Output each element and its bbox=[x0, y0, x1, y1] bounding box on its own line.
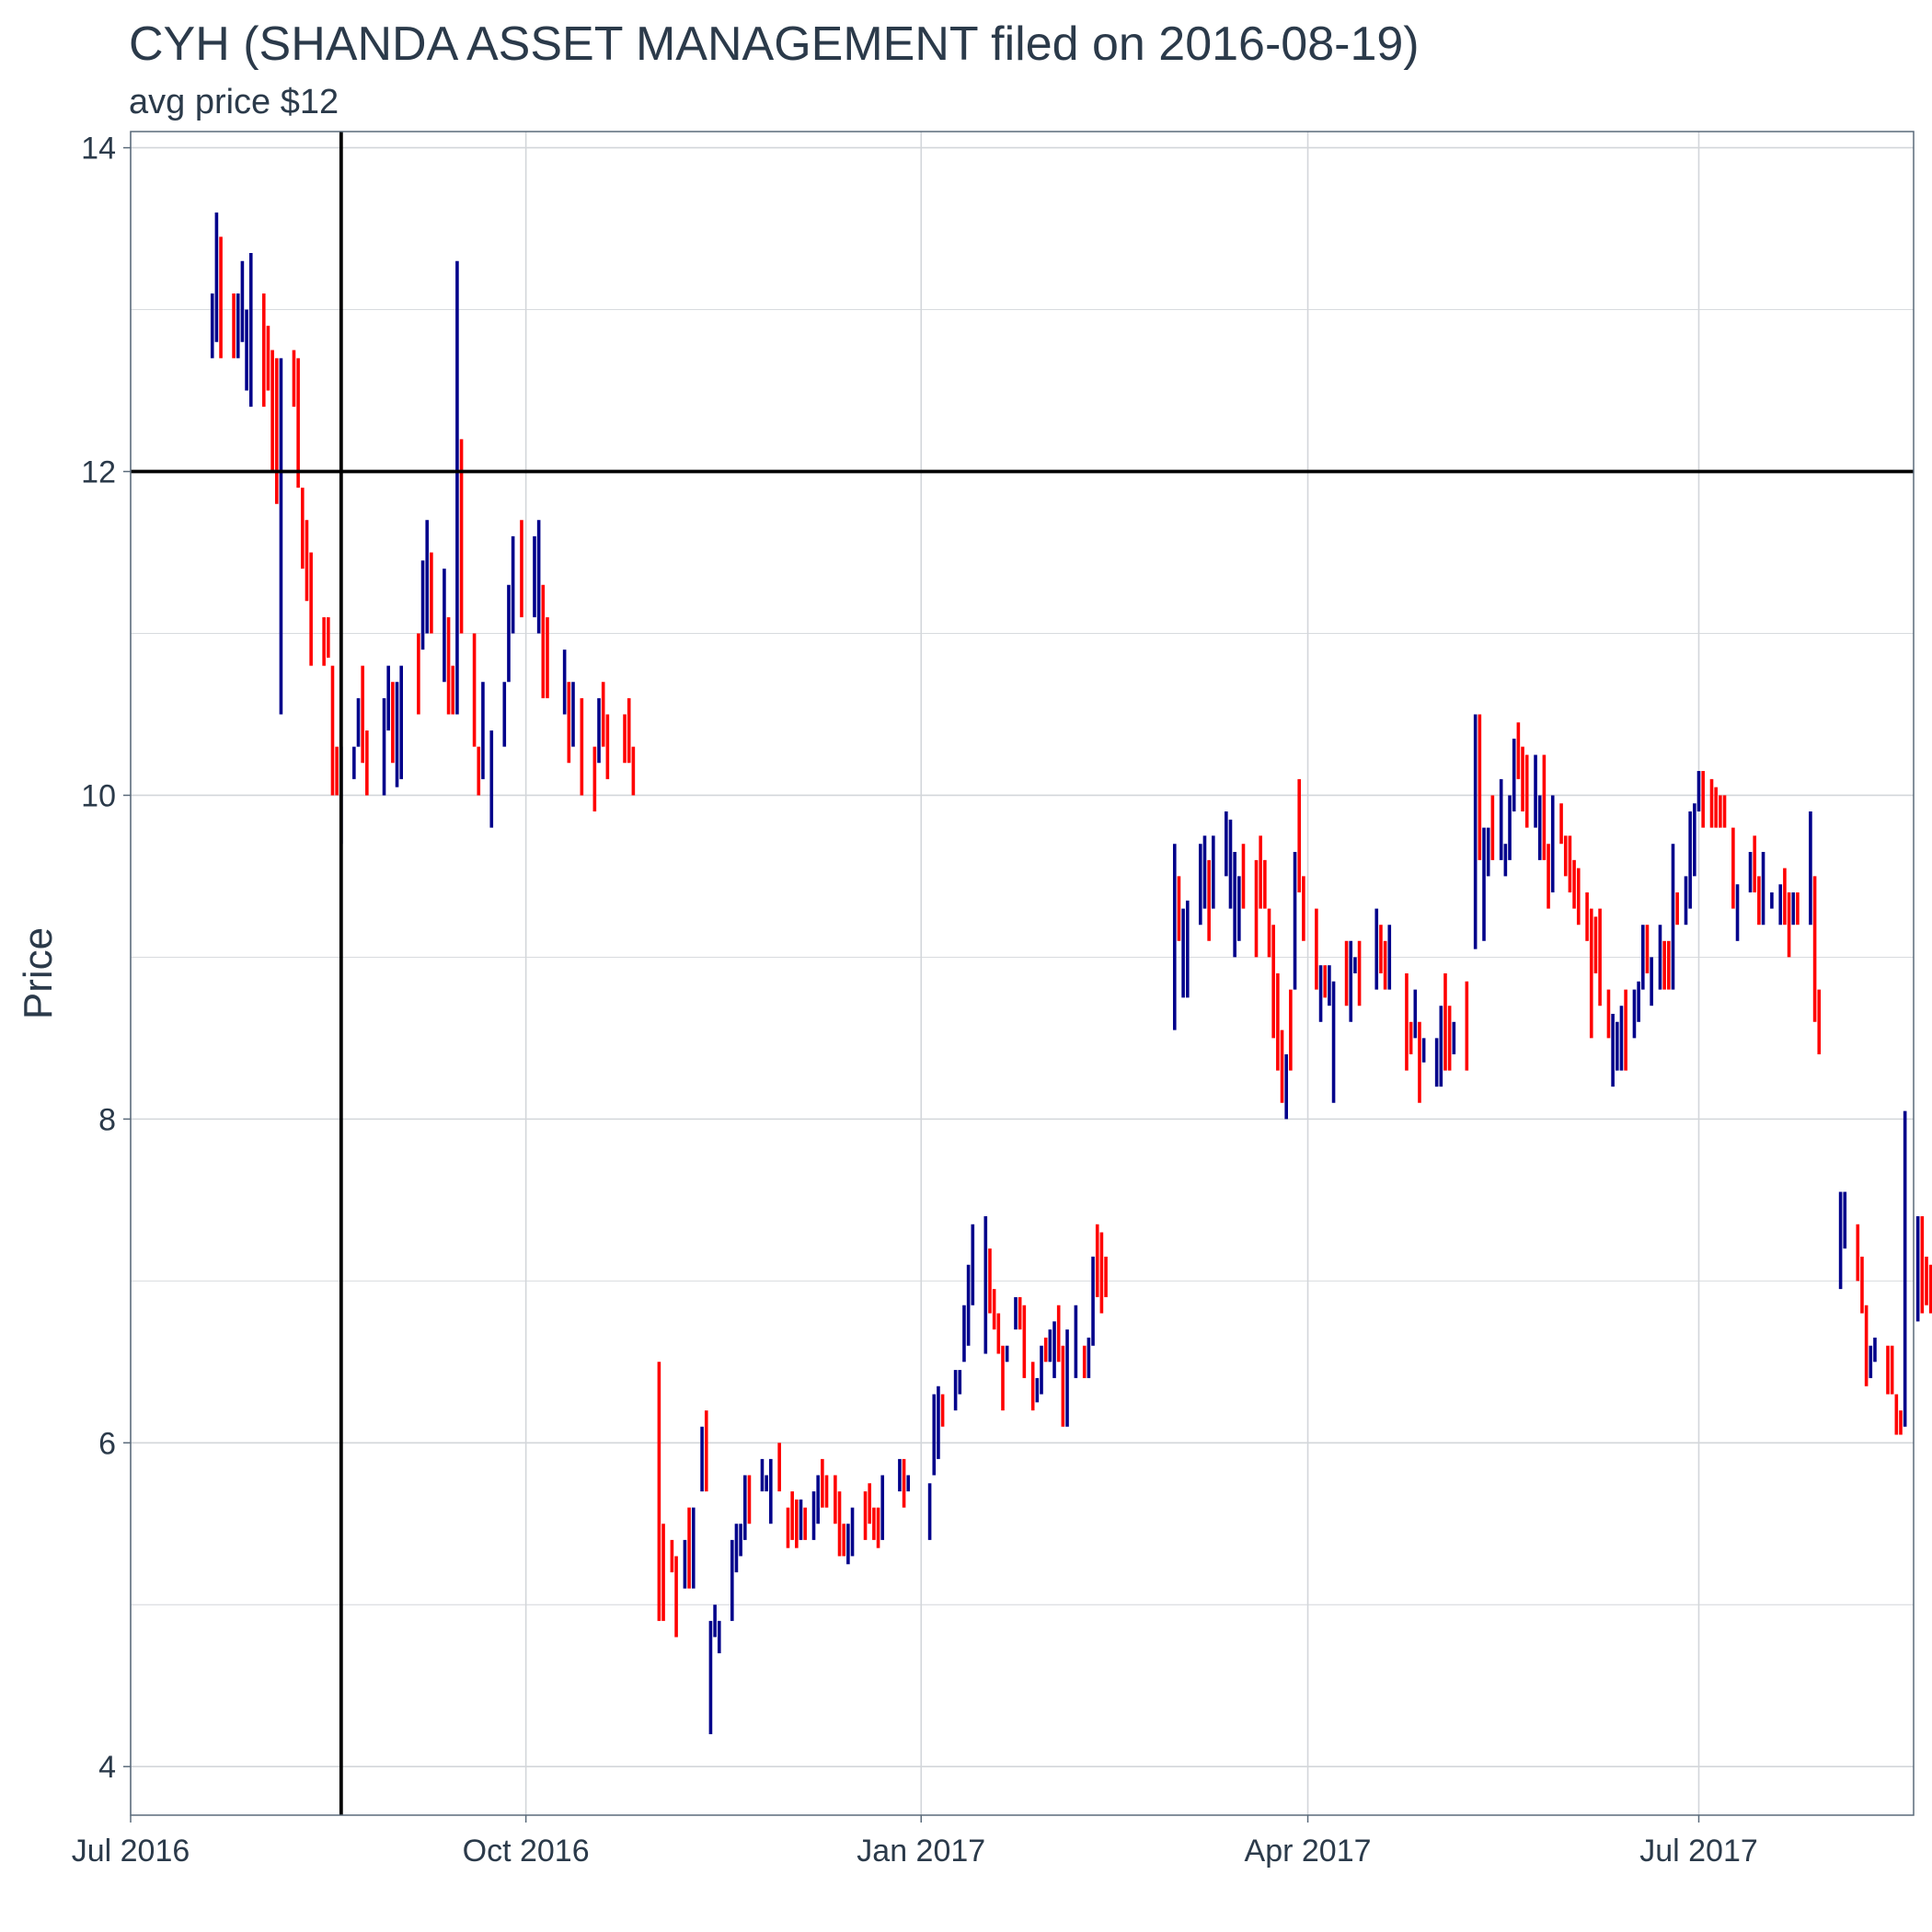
y-tick-label: 6 bbox=[98, 1426, 116, 1461]
x-tick-label: Apr 2017 bbox=[1245, 1834, 1372, 1869]
x-tick-label: Jul 2017 bbox=[1639, 1834, 1758, 1869]
price-bars bbox=[210, 212, 1932, 1735]
y-tick-label: 10 bbox=[81, 778, 116, 813]
y-tick-label: 4 bbox=[98, 1750, 116, 1785]
chart-subtitle: avg price $12 bbox=[129, 83, 339, 121]
reference-lines bbox=[131, 132, 1914, 1815]
x-tick-label: Oct 2016 bbox=[463, 1834, 590, 1869]
chart-title: CYH (SHANDA ASSET MANAGEMENT filed on 20… bbox=[129, 17, 1420, 71]
x-axis: Jul 2016 Oct 2016 Jan 2017 Apr 2017 Jul 2017 bbox=[72, 1815, 1758, 1869]
plot-border bbox=[130, 131, 1915, 1816]
y-tick-label: 12 bbox=[81, 455, 116, 490]
plot-panel bbox=[131, 132, 1914, 1815]
x-tick-label: Jan 2017 bbox=[857, 1834, 985, 1869]
x-tick-label: Jul 2016 bbox=[72, 1834, 190, 1869]
y-tick-label: 8 bbox=[98, 1102, 116, 1137]
y-axis-title: Price bbox=[16, 927, 61, 1019]
y-tick-label: 14 bbox=[81, 132, 116, 167]
y-axis: 4 6 8 10 12 14 bbox=[81, 132, 131, 1785]
